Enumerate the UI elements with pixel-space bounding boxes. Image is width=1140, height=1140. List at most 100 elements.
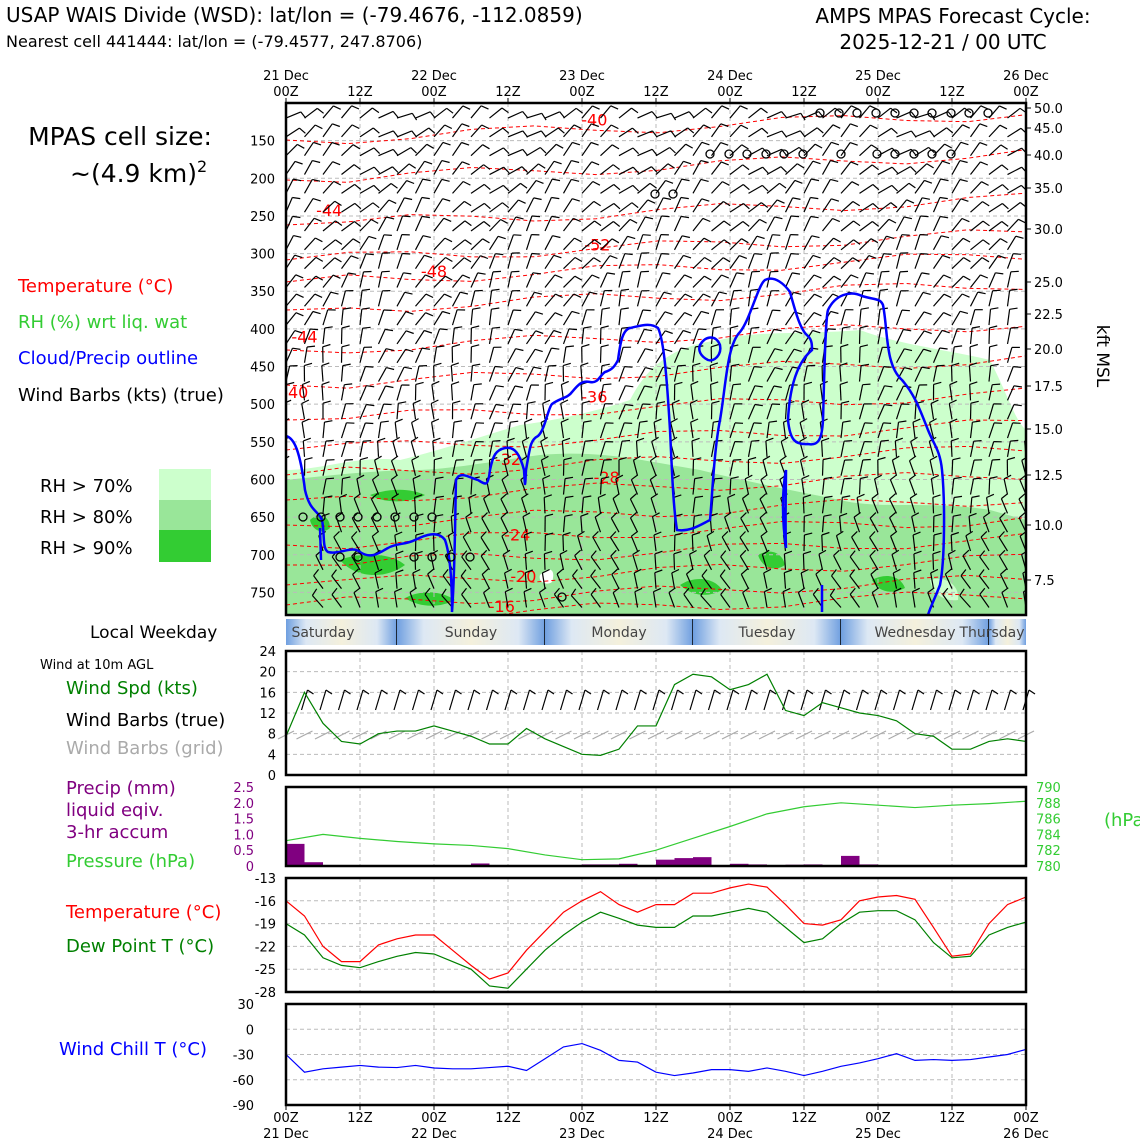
- wind-barb: [396, 366, 405, 382]
- wind-barb: [701, 575, 712, 590]
- wind-barb-feather: [522, 149, 529, 156]
- wind-barb-feather: [585, 477, 594, 480]
- wind-barb: [859, 183, 874, 194]
- wind-barb: [785, 112, 801, 119]
- wind-barb-feather: [824, 476, 833, 480]
- true-wind-barb: [337, 689, 346, 711]
- wind-barb-feather: [792, 197, 801, 200]
- wind-barb-feather: [294, 330, 303, 334]
- wind-barb-feather: [650, 455, 658, 462]
- wind-barb-feather: [860, 363, 870, 367]
- wind-barb-feather: [909, 493, 918, 499]
- wind-barb-feather: [760, 474, 768, 481]
- wind-barb: [729, 384, 734, 401]
- wind-barb: [618, 328, 623, 345]
- wind-barb: [930, 478, 935, 495]
- wind-barb-feather: [834, 107, 842, 114]
- wind-barb-feather: [650, 493, 659, 499]
- wind-barb: [618, 127, 633, 138]
- wind-barb: [414, 197, 423, 213]
- wind-barb: [784, 384, 791, 401]
- wind-barb: [465, 516, 472, 533]
- wind-barb-feather: [953, 514, 962, 517]
- wind-barb-feather: [610, 549, 617, 557]
- hour-tick-label: 12Z: [495, 85, 521, 100]
- wind-barb-feather: [724, 512, 732, 518]
- wind-barb: [671, 572, 676, 589]
- wind-barb: [692, 311, 702, 326]
- wind-barb-feather: [980, 530, 988, 538]
- temperature-line: [285, 883, 1027, 980]
- wind-barb-feather: [534, 348, 543, 353]
- wind-barb-feather: [495, 385, 504, 388]
- wind-barb-feather: [862, 383, 871, 386]
- wind-barb-feather: [435, 514, 444, 517]
- wind-barb: [359, 366, 366, 382]
- pressure-tick-label: 400: [250, 323, 275, 338]
- wind-barb-feather: [719, 569, 726, 577]
- wind-barb: [988, 365, 992, 382]
- wind-barb-feather: [859, 325, 868, 329]
- wind-barb: [799, 422, 805, 439]
- wind-barb: [869, 537, 879, 552]
- wind-barb: [782, 591, 787, 608]
- wind-barb: [870, 574, 879, 589]
- wind-barb-feather: [613, 203, 621, 210]
- wind-barb: [1025, 211, 1026, 213]
- wind-barb: [947, 554, 953, 570]
- wind-barb-feather: [312, 198, 321, 202]
- wind-barb: [877, 290, 881, 307]
- wind-barb: [822, 237, 834, 251]
- wind-barb-feather: [874, 474, 882, 480]
- wind-barb-feather: [818, 111, 825, 119]
- wind-barb-feather: [344, 383, 353, 386]
- wind-barb: [489, 184, 504, 194]
- wind-barb: [414, 365, 420, 382]
- forecast-cycle-label: AMPS MPAS Forecast Cycle:: [815, 4, 1090, 28]
- wind-barb: [914, 384, 920, 401]
- wind-barb-feather: [711, 343, 719, 348]
- wind-barb-feather: [352, 238, 361, 244]
- wind-barb-feather: [849, 142, 858, 146]
- wind-barb-feather: [840, 381, 848, 385]
- wind-barb: [544, 235, 554, 251]
- wind-barb-feather: [973, 440, 982, 442]
- wind-barb-feather: [812, 329, 821, 334]
- wind-barb-feather: [295, 312, 304, 317]
- wind-barb: [930, 403, 935, 420]
- wind-barb: [618, 347, 624, 363]
- wind-barb: [908, 460, 916, 476]
- wind-barb: [821, 516, 825, 533]
- wind-barb: [784, 292, 794, 307]
- wind-barb: [859, 255, 870, 269]
- wind-barb-feather: [307, 345, 316, 348]
- wind-barb: [618, 290, 622, 307]
- wind-barb: [910, 441, 916, 458]
- wind-barb: [480, 555, 491, 571]
- wind-barb-feather: [410, 436, 419, 443]
- wind-barb-feather: [683, 160, 692, 165]
- wind-barb-feather: [390, 183, 398, 189]
- calm-wind-marker: [890, 149, 900, 159]
- wind-barb-feather: [352, 144, 361, 150]
- wind-barb: [451, 441, 456, 457]
- wind-barb-feather: [441, 588, 447, 596]
- wind-barb: [286, 111, 302, 119]
- wind-barb-feather: [692, 532, 701, 536]
- wind-barb-feather: [531, 252, 540, 255]
- wind-barb: [766, 182, 780, 194]
- wind-barb: [452, 200, 465, 213]
- wind-barb-feather: [701, 569, 708, 577]
- wind-barb-feather: [723, 239, 731, 245]
- wind-barb-feather: [592, 180, 601, 186]
- wind-barb-feather: [500, 512, 508, 519]
- wind-barb-feather: [664, 311, 673, 315]
- wind-barb-feather: [539, 147, 547, 154]
- wind-barb: [359, 127, 374, 138]
- wind-barb-feather: [945, 568, 952, 575]
- wind-barb: [304, 256, 317, 270]
- wind-barb-feather: [773, 328, 782, 332]
- wind-barb: [618, 422, 625, 439]
- wind-barb: [433, 328, 441, 345]
- wind-barb-feather: [665, 179, 674, 184]
